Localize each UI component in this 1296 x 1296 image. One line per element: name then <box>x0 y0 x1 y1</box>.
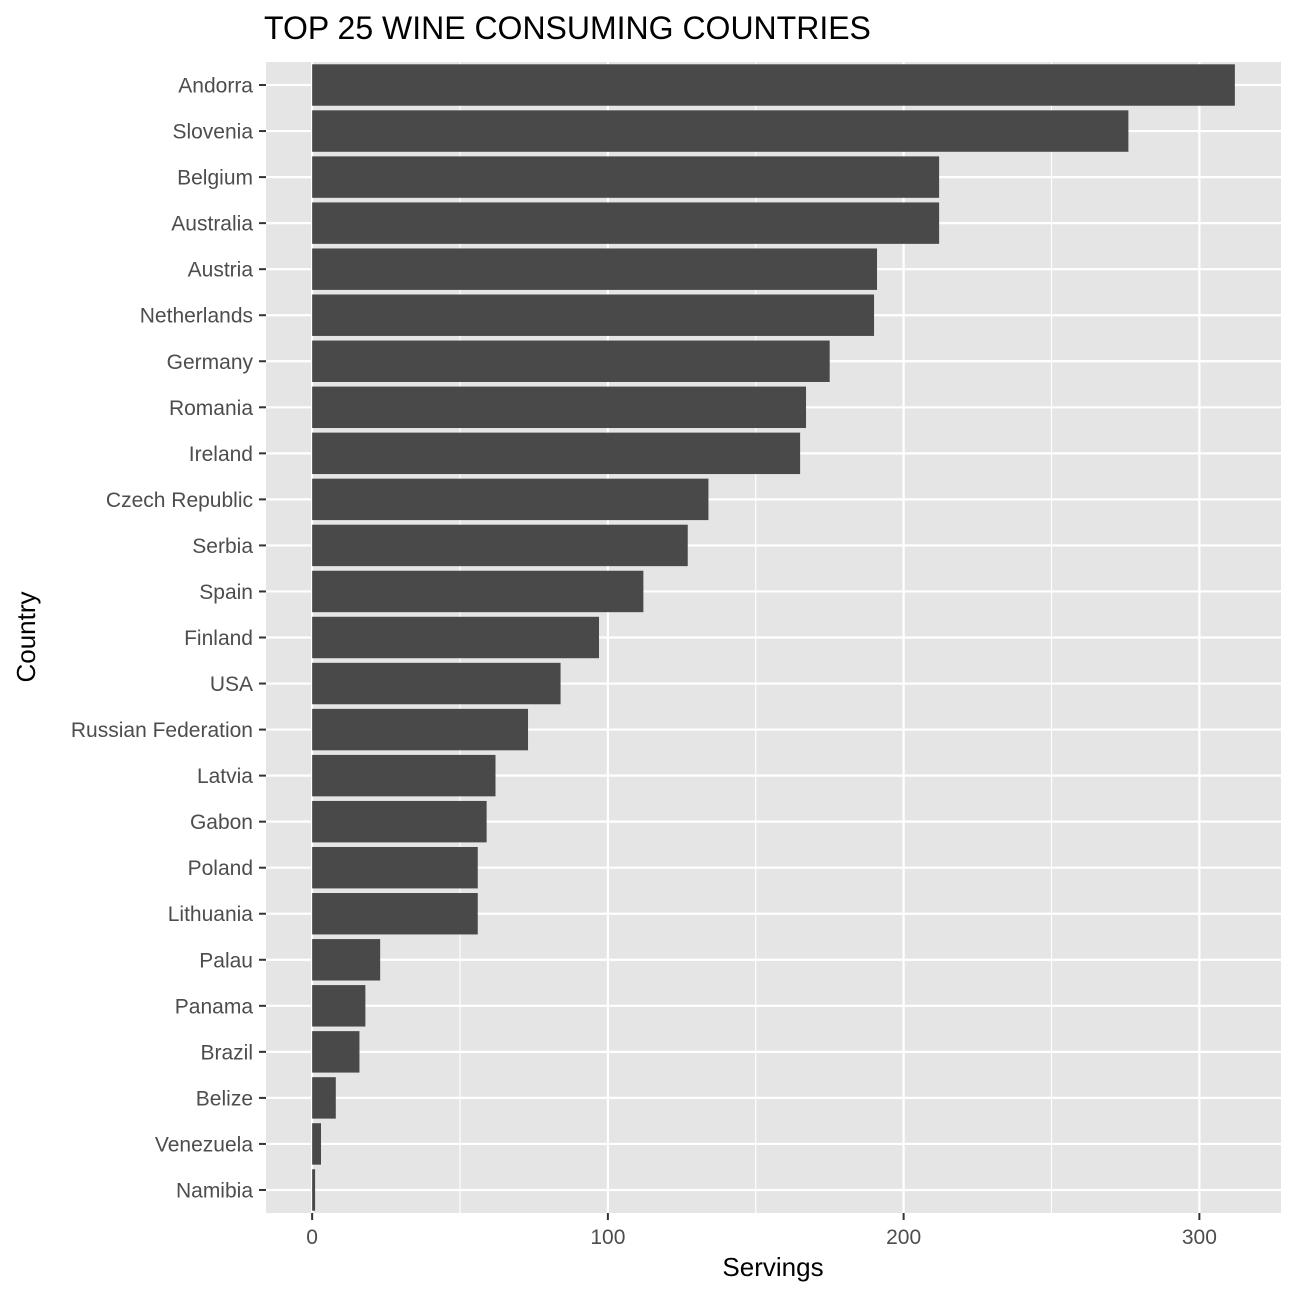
x-tick-label: 300 <box>1182 1226 1217 1249</box>
bar <box>312 893 478 935</box>
y-tick-label: Namibia <box>176 1179 253 1202</box>
bar <box>312 985 366 1027</box>
y-tick-label: USA <box>210 673 253 696</box>
bar <box>312 570 644 613</box>
y-tick-label: Germany <box>167 351 254 374</box>
bar <box>312 202 940 244</box>
y-tick-label: Gabon <box>190 811 253 834</box>
bar <box>312 156 940 198</box>
bar <box>312 754 496 797</box>
y-tick-label: Ireland <box>189 443 253 466</box>
y-tick-label: Serbia <box>192 535 253 558</box>
y-tick-label: Belize <box>196 1087 253 1110</box>
y-tick-label: Netherlands <box>140 305 253 328</box>
y-tick-label: Russian Federation <box>71 719 253 742</box>
y-tick-label: Panama <box>175 995 254 1018</box>
bar <box>312 248 878 290</box>
bar <box>312 64 1235 106</box>
bar <box>312 524 688 567</box>
x-tick-label: 200 <box>886 1226 921 1249</box>
y-tick-label: Austria <box>188 259 254 282</box>
y-tick-label: Romania <box>169 397 253 420</box>
bar <box>312 1123 322 1165</box>
bar <box>312 386 807 429</box>
y-tick-label: Finland <box>184 627 253 650</box>
y-tick-label: Andorra <box>178 75 253 98</box>
bar <box>312 1031 360 1073</box>
bar <box>312 432 801 475</box>
bar <box>312 662 561 705</box>
bar <box>312 846 478 889</box>
bar <box>312 616 600 659</box>
bar <box>312 1077 336 1119</box>
bar <box>312 800 487 843</box>
chart-title: TOP 25 WINE CONSUMING COUNTRIES <box>264 10 871 46</box>
y-tick-label: Belgium <box>177 167 253 190</box>
y-tick-label: Latvia <box>197 765 253 788</box>
y-axis-title: Country <box>11 591 41 682</box>
bar <box>312 110 1129 152</box>
x-axis-title: Servings <box>722 1252 823 1282</box>
y-tick-label: Spain <box>199 581 253 604</box>
bar <box>312 708 529 751</box>
bar <box>312 340 830 382</box>
y-tick-label: Brazil <box>200 1041 253 1064</box>
bar <box>312 939 381 981</box>
y-axis: Andorra Slovenia Belgium Australia Austria Ne… <box>71 75 266 1202</box>
x-tick-label: 100 <box>590 1226 625 1249</box>
bar <box>312 478 709 521</box>
y-tick-label: Czech Republic <box>106 489 253 512</box>
y-tick-label: Palau <box>199 949 253 972</box>
y-tick-label: Slovenia <box>172 121 253 144</box>
y-tick-label: Australia <box>171 213 253 236</box>
y-tick-label: Venezuela <box>155 1133 253 1156</box>
y-tick-label: Lithuania <box>168 903 254 926</box>
bars <box>312 64 1235 1211</box>
bar <box>312 294 875 336</box>
x-tick-label: 0 <box>306 1226 318 1249</box>
bar <box>312 1169 316 1211</box>
x-axis: 0 100 200 300 <box>306 1213 1217 1249</box>
y-tick-label: Poland <box>188 857 253 880</box>
